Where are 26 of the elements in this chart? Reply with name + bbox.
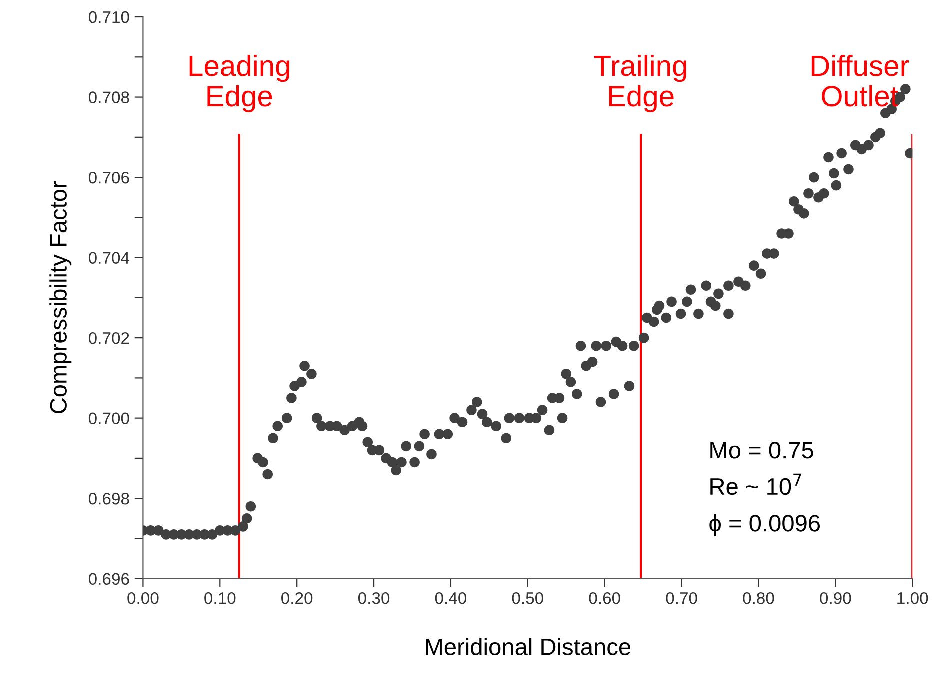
annotation: Re ~ 10$^{7}$: [710, 474, 802, 496]
y-tick-label: 0.700: [88, 412, 130, 425]
y-tick-label: 0.706: [88, 172, 130, 184]
x-tick-label: 0.20: [282, 592, 313, 604]
y-tick-label: 0.708: [88, 92, 130, 104]
y-tick-label: 0.704: [88, 252, 130, 264]
annotation: ϕ = 0.0096: [710, 514, 820, 536]
x-tick-label: 0.10: [204, 592, 236, 604]
y-tick-label: 0.696: [88, 573, 130, 586]
x-tick-label: 0.90: [820, 592, 852, 604]
y-tick-label: 0.702: [88, 332, 130, 344]
x-tick-label: 0.00: [128, 592, 159, 604]
ref-line-label: Trailing Edge: [594, 54, 686, 113]
annotation: Mo = 0.75: [710, 442, 814, 459]
x-tick-label: 1.00: [898, 592, 928, 604]
y-tick-label: 0.698: [88, 492, 130, 505]
x-tick-label: 0.80: [743, 592, 774, 604]
x-axis-title: Meridional Distance: [426, 638, 631, 656]
x-tick-label: 0.40: [435, 592, 467, 604]
x-tick-label: 0.50: [512, 592, 544, 604]
x-tick-label: 0.30: [358, 592, 390, 604]
x-tick-label: 0.70: [666, 592, 698, 604]
y-axis-title: Compressibility Factor: [50, 182, 72, 414]
ref-line-label: Leading Edge: [190, 54, 290, 113]
y-tick-label: 0.710: [88, 11, 130, 24]
x-tick-label: 0.60: [589, 592, 620, 604]
